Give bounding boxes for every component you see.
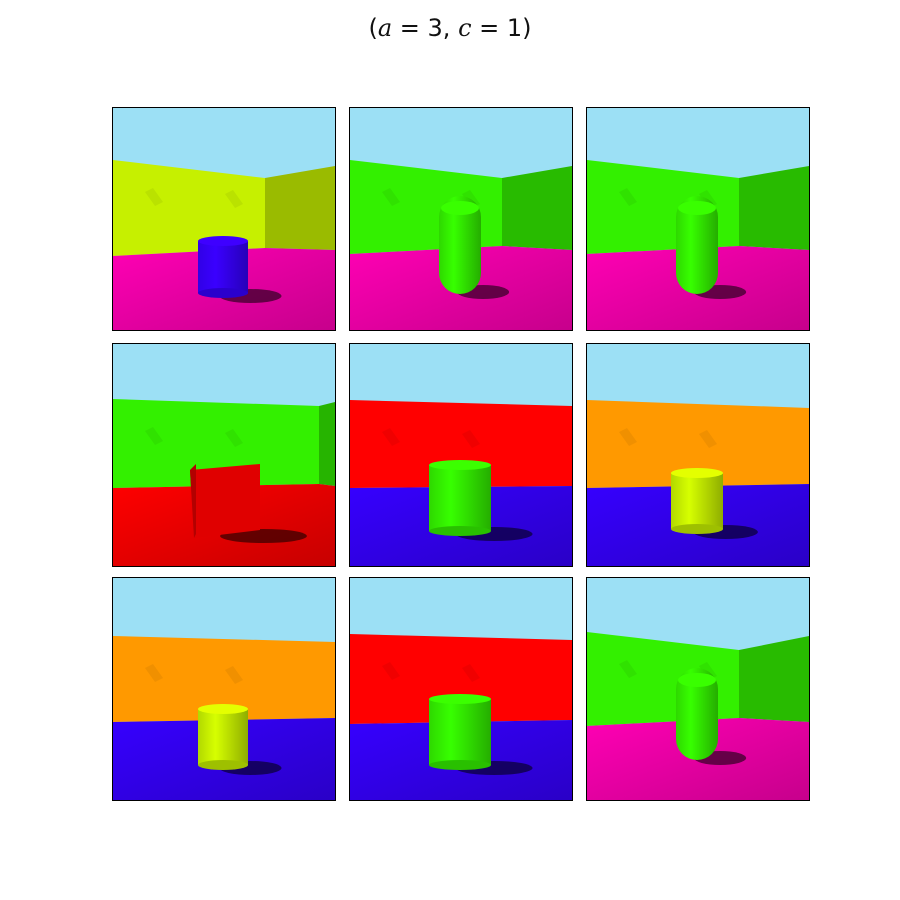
back-wall [113,160,265,256]
capsule-body [439,196,481,294]
title-c-variable: c [458,14,472,42]
scene-panel [112,107,336,331]
cylinder-base [671,524,723,534]
scene-panel [586,107,810,331]
cylinder-base [198,288,248,298]
scene-panel [112,577,336,801]
cylinder-top [429,694,491,704]
cylinder-body [429,699,491,765]
object-shadow [220,529,307,543]
wall-decal [382,188,400,206]
scene-panel [349,343,573,567]
scene-panel [349,577,573,801]
cylinder-base [198,760,248,770]
cylinder-body [198,709,248,765]
cylinder-body [198,241,248,293]
cylinder-base [429,760,491,770]
cylinder-body [671,473,723,529]
title-c-value: = 1) [471,14,532,42]
wall-decal [699,430,717,448]
title-a-value: = 3, [392,14,459,42]
cylinder-top [671,468,723,478]
wall-decal [382,662,400,680]
capsule-top [678,201,716,215]
wall-decal [462,430,480,448]
back-wall [113,636,335,722]
wall-decal [619,660,637,678]
back-wall [350,634,572,724]
figure-title: (a = 3, c = 1) [0,14,900,42]
wall-decal [619,428,637,446]
back-wall [587,400,809,488]
scene-panel [586,577,810,801]
wall-decal [145,188,163,206]
wall-decal [225,190,243,208]
cylinder-top [198,704,248,714]
image-grid [112,107,810,802]
wall-decal [145,664,163,682]
wall-decal [462,664,480,682]
back-wall [350,400,572,488]
capsule-top [441,201,479,215]
cube-front [190,464,260,538]
title-paren-open: ( [368,14,378,42]
cylinder-top [429,460,491,470]
cylinder-top [198,236,248,246]
capsule-body [676,196,718,294]
wall-decal [619,188,637,206]
side-wall [739,636,809,722]
capsule-body [676,668,718,760]
scene-panel [586,343,810,567]
side-wall [319,402,335,486]
side-wall [265,166,335,250]
cylinder-base [429,526,491,536]
title-a-variable: a [377,14,393,42]
side-wall [739,166,809,250]
cube-side [190,464,196,538]
side-wall [502,166,572,250]
wall-decal [382,428,400,446]
back-wall [113,399,319,488]
scene-panel [112,343,336,567]
wall-decal [145,427,163,445]
wall-decal [225,666,243,684]
cylinder-body [429,465,491,531]
scene-panel [349,107,573,331]
capsule-top [678,673,716,687]
wall-decal [225,429,243,447]
